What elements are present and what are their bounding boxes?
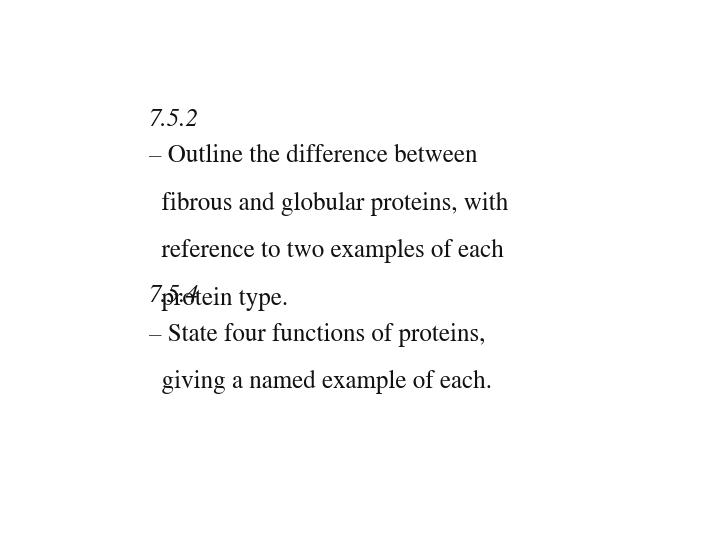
Text: giving a named example of each.: giving a named example of each. [148,370,492,394]
Text: 7.5.2: 7.5.2 [148,109,199,131]
Text: protein type.: protein type. [148,287,288,311]
Text: reference to two examples of each: reference to two examples of each [148,239,503,264]
Text: fibrous and globular proteins, with: fibrous and globular proteins, with [148,192,508,215]
Text: – Outline the difference between: – Outline the difference between [148,144,477,168]
Text: – State four functions of proteins,: – State four functions of proteins, [148,322,485,347]
Text: 7.5.4: 7.5.4 [148,285,199,307]
